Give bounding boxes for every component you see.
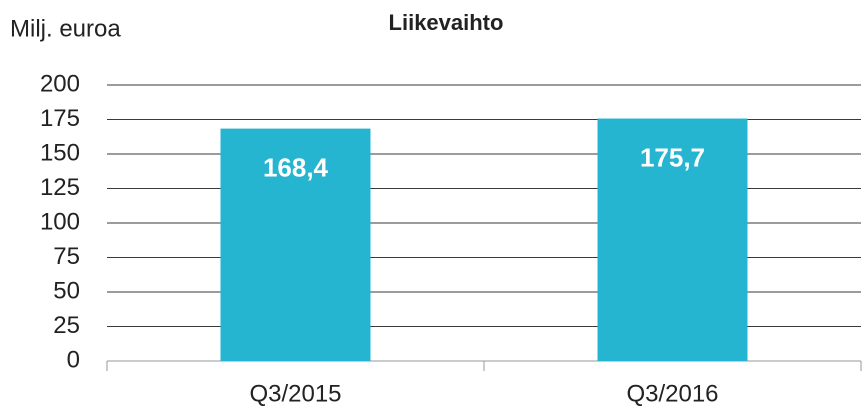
y-axis-label: Milj. euroa	[10, 15, 121, 42]
y-tick-label: 50	[53, 277, 80, 304]
y-tick-label: 150	[40, 139, 80, 166]
y-tick-label: 200	[40, 70, 80, 97]
chart-title: Liikevaihto	[389, 10, 504, 35]
x-tick-label: Q3/2015	[249, 380, 341, 407]
x-tick-label: Q3/2016	[626, 380, 718, 407]
data-label: 175,7	[640, 142, 705, 172]
y-tick-label: 125	[40, 174, 80, 201]
bar	[220, 128, 371, 361]
y-tick-label: 25	[53, 312, 80, 339]
y-tick-label: 100	[40, 208, 80, 235]
bar	[597, 118, 748, 361]
y-tick-label: 175	[40, 105, 80, 132]
y-tick-label: 0	[67, 346, 80, 373]
y-tick-label: 75	[53, 243, 80, 270]
data-label: 168,4	[263, 152, 329, 182]
